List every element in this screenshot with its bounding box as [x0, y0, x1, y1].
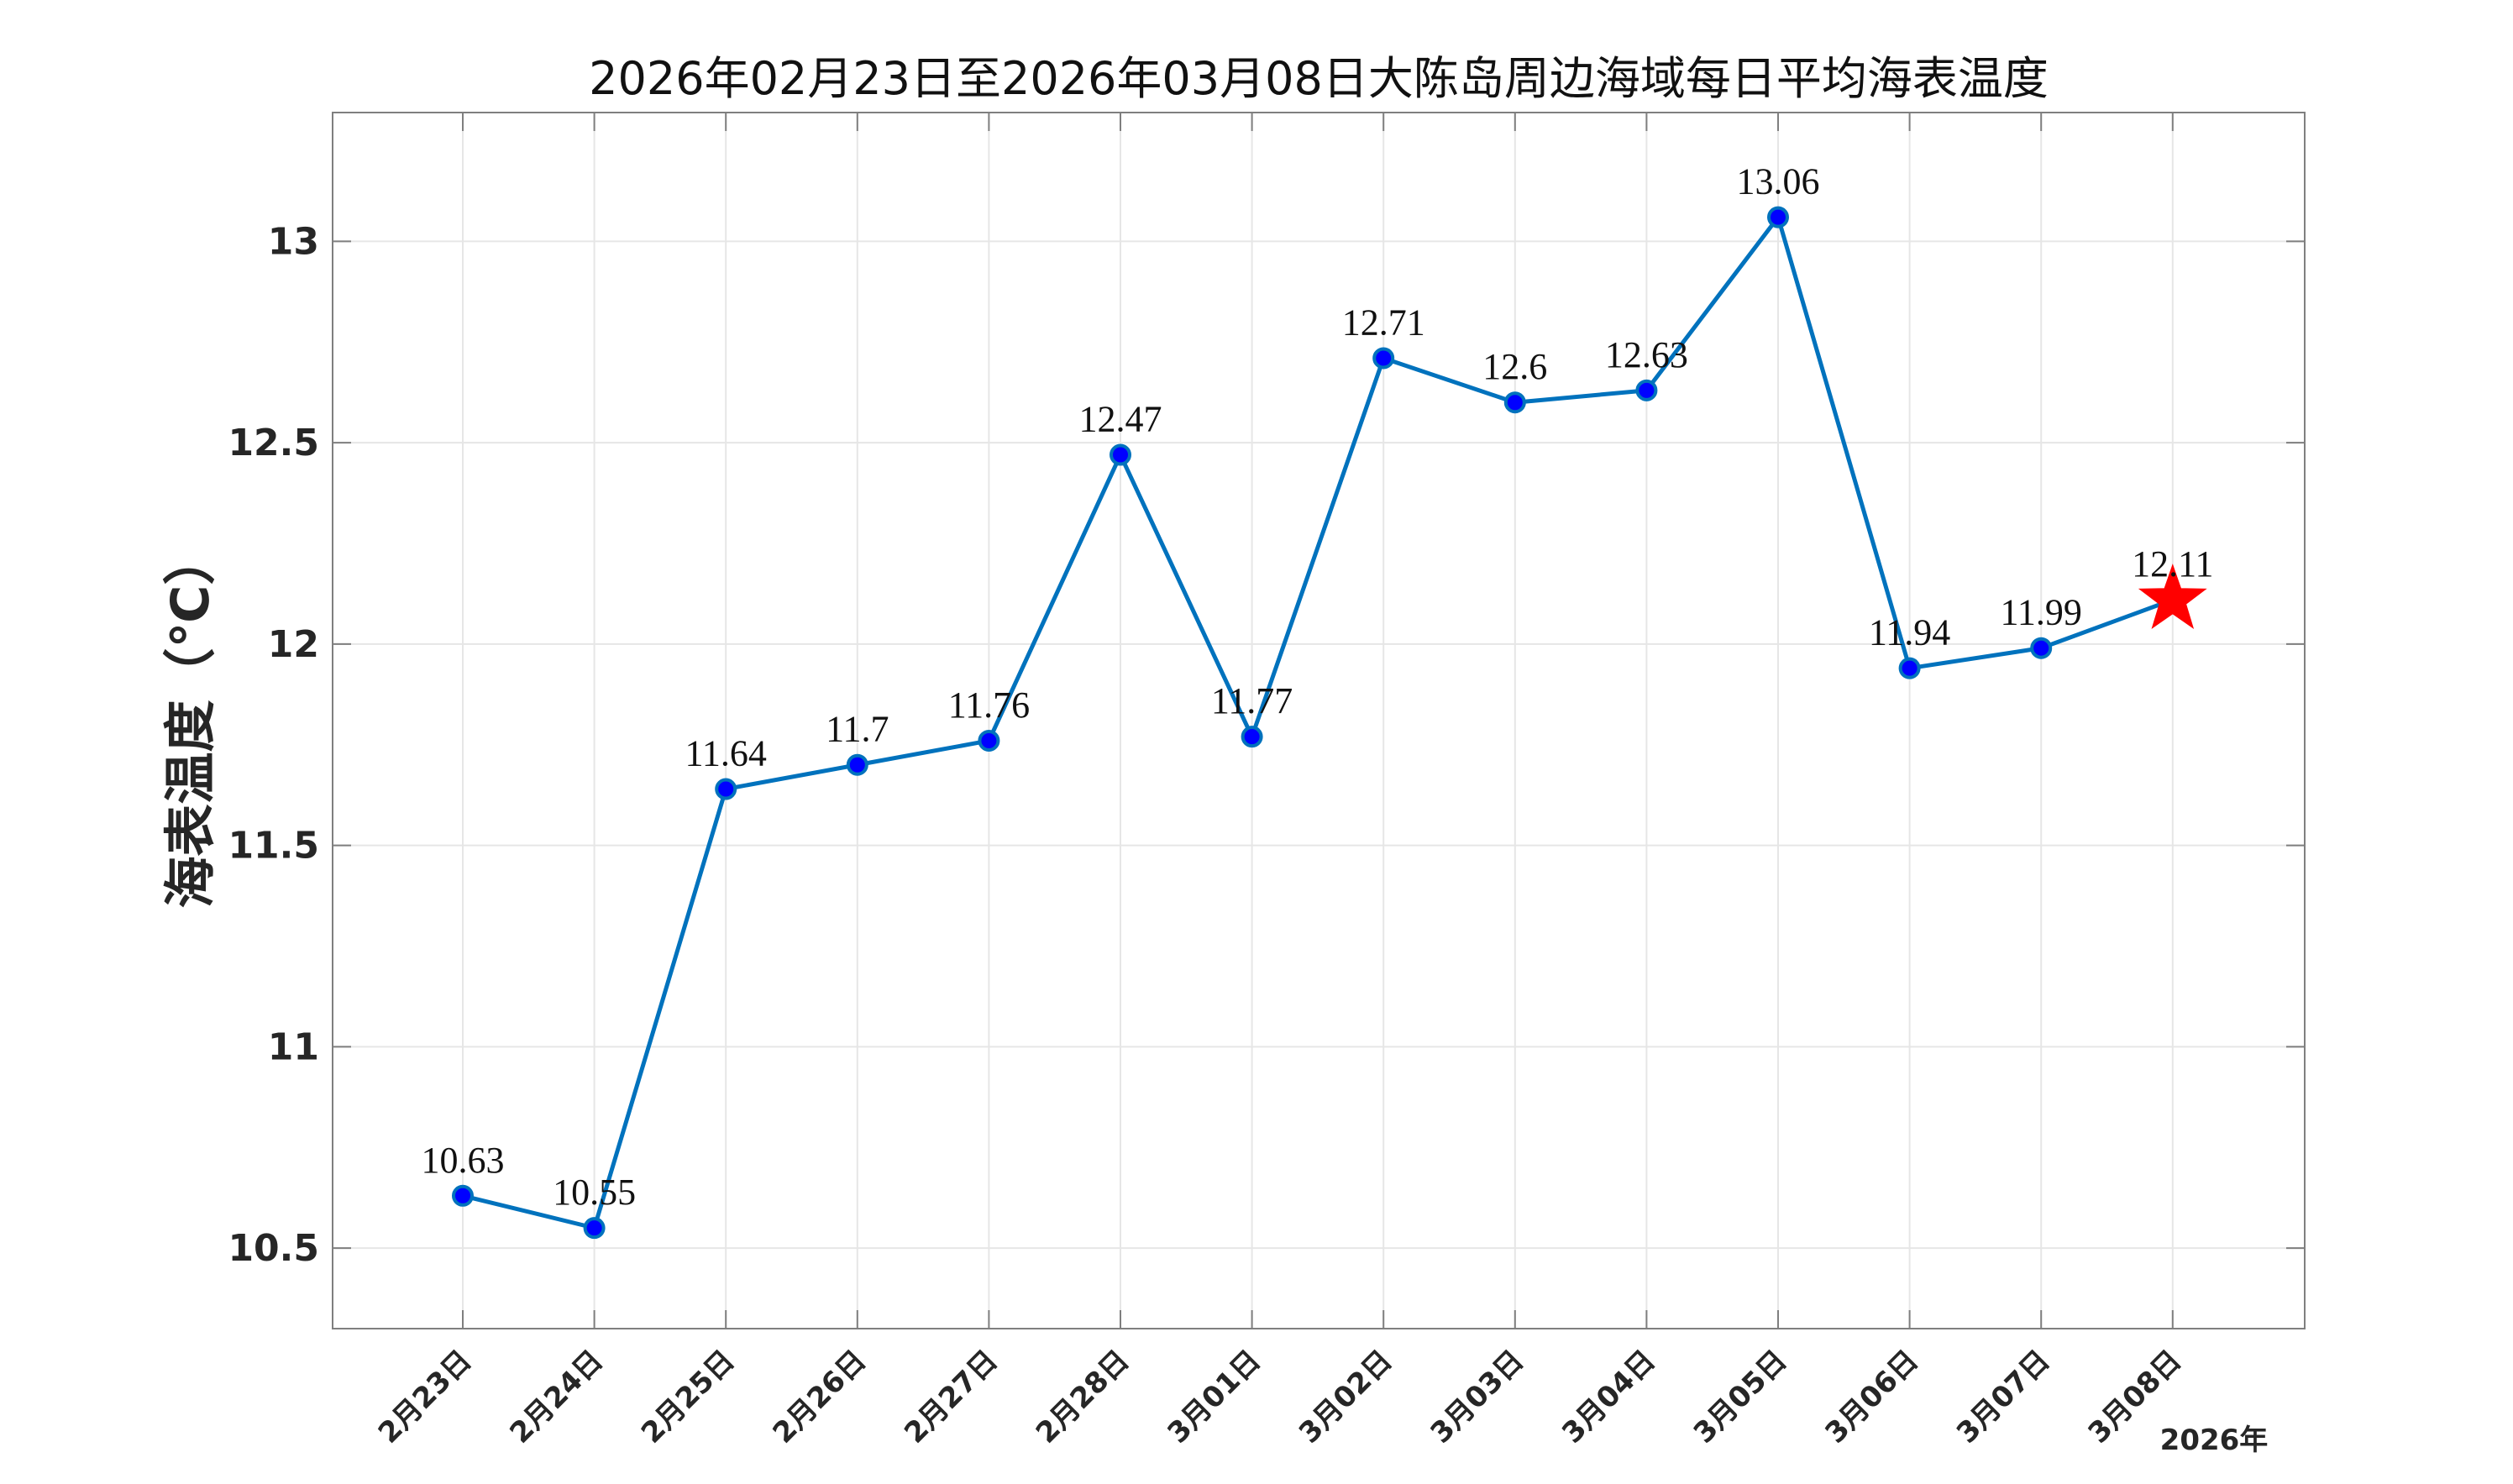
data-labels: 10.63 10.55 11.64 11.7 11.76 12.47 11.77 12.71 1…: [422, 161, 2214, 1213]
x-tick-label: 2月28日: [1030, 1344, 1136, 1450]
y-tick-label: 13: [268, 220, 319, 263]
x-tick-label: 3月03日: [1424, 1344, 1531, 1450]
x-axis-tick-labels: 2月23日 2月24日 2月25日 2月26日 2月27日 2月28日 3月01日 3月02日…: [372, 1344, 2188, 1450]
x-tick-label: 2月27日: [898, 1344, 1005, 1450]
data-point-marker: [1372, 347, 1395, 370]
data-point-marker: [452, 1184, 474, 1207]
data-value-label: 12.6: [1482, 346, 1547, 387]
x-tick-label: 3月07日: [1950, 1344, 2057, 1450]
plot-area-frame: [332, 112, 2306, 1329]
x-tick-label: 2月24日: [503, 1344, 610, 1450]
x-tick-label: 3月04日: [1556, 1344, 1662, 1450]
data-value-label: 13.06: [1737, 161, 1820, 202]
y-axis-label: 海表温度（℃）: [160, 532, 221, 908]
grid: [333, 113, 2305, 1329]
x-axis-year-label: 2026年: [2160, 1424, 2269, 1457]
data-point-marker: [1898, 657, 1921, 679]
data-point-marker: [715, 778, 737, 800]
data-point-marker: [1767, 206, 1789, 228]
x-tick-label: 2月23日: [372, 1344, 479, 1450]
data-value-label: 11.7: [826, 709, 889, 750]
data-value-label: 11.94: [1869, 612, 1950, 653]
highlight-star-marker: [2138, 564, 2207, 629]
y-tick-label: 12.5: [228, 422, 319, 464]
data-point-marker: [583, 1217, 606, 1240]
x-tick-label: 3月05日: [1687, 1344, 1794, 1450]
data-point-marker: [846, 753, 868, 776]
data-value-label: 11.64: [685, 733, 767, 774]
series-markers: [452, 206, 2207, 1240]
data-point-marker: [978, 729, 1000, 752]
y-tick-label: 12: [268, 623, 319, 666]
axis-ticks: [333, 113, 2305, 1329]
data-point-marker: [1241, 726, 1263, 748]
x-tick-label: 2月25日: [635, 1344, 742, 1450]
data-point-marker: [1503, 391, 1526, 414]
x-tick-label: 3月02日: [1293, 1344, 1399, 1450]
data-point-marker: [2030, 637, 2053, 659]
data-value-label: 12.71: [1342, 302, 1425, 343]
y-axis-tick-labels: 10.5 11 11.5 12 12.5 13: [228, 220, 319, 1270]
x-tick-label: 2月26日: [767, 1344, 874, 1450]
y-tick-label: 10.5: [228, 1227, 319, 1270]
x-tick-label: 3月06日: [1818, 1344, 1925, 1450]
data-value-label: 10.55: [553, 1172, 636, 1213]
y-tick-label: 11.5: [228, 825, 319, 868]
data-value-label: 11.99: [2001, 592, 2082, 633]
chart-title: 2026年02月23日至2026年03月08日大陈岛周边海域每日平均海表温度: [589, 52, 2049, 105]
data-value-label: 12.47: [1079, 399, 1162, 440]
temperature-line: [462, 215, 2174, 1230]
y-tick-label: 11: [268, 1025, 319, 1068]
series-temperature: [462, 215, 2174, 1230]
data-value-label: 12.11: [2132, 543, 2213, 585]
data-value-label: 12.63: [1605, 334, 1688, 375]
data-value-label: 10.63: [422, 1140, 505, 1181]
data-value-label: 11.77: [1211, 680, 1293, 721]
data-point-marker: [1110, 443, 1131, 466]
data-value-label: 11.76: [948, 684, 1030, 726]
data-point-marker: [1635, 379, 1658, 401]
x-tick-label: 3月01日: [1161, 1344, 1267, 1450]
